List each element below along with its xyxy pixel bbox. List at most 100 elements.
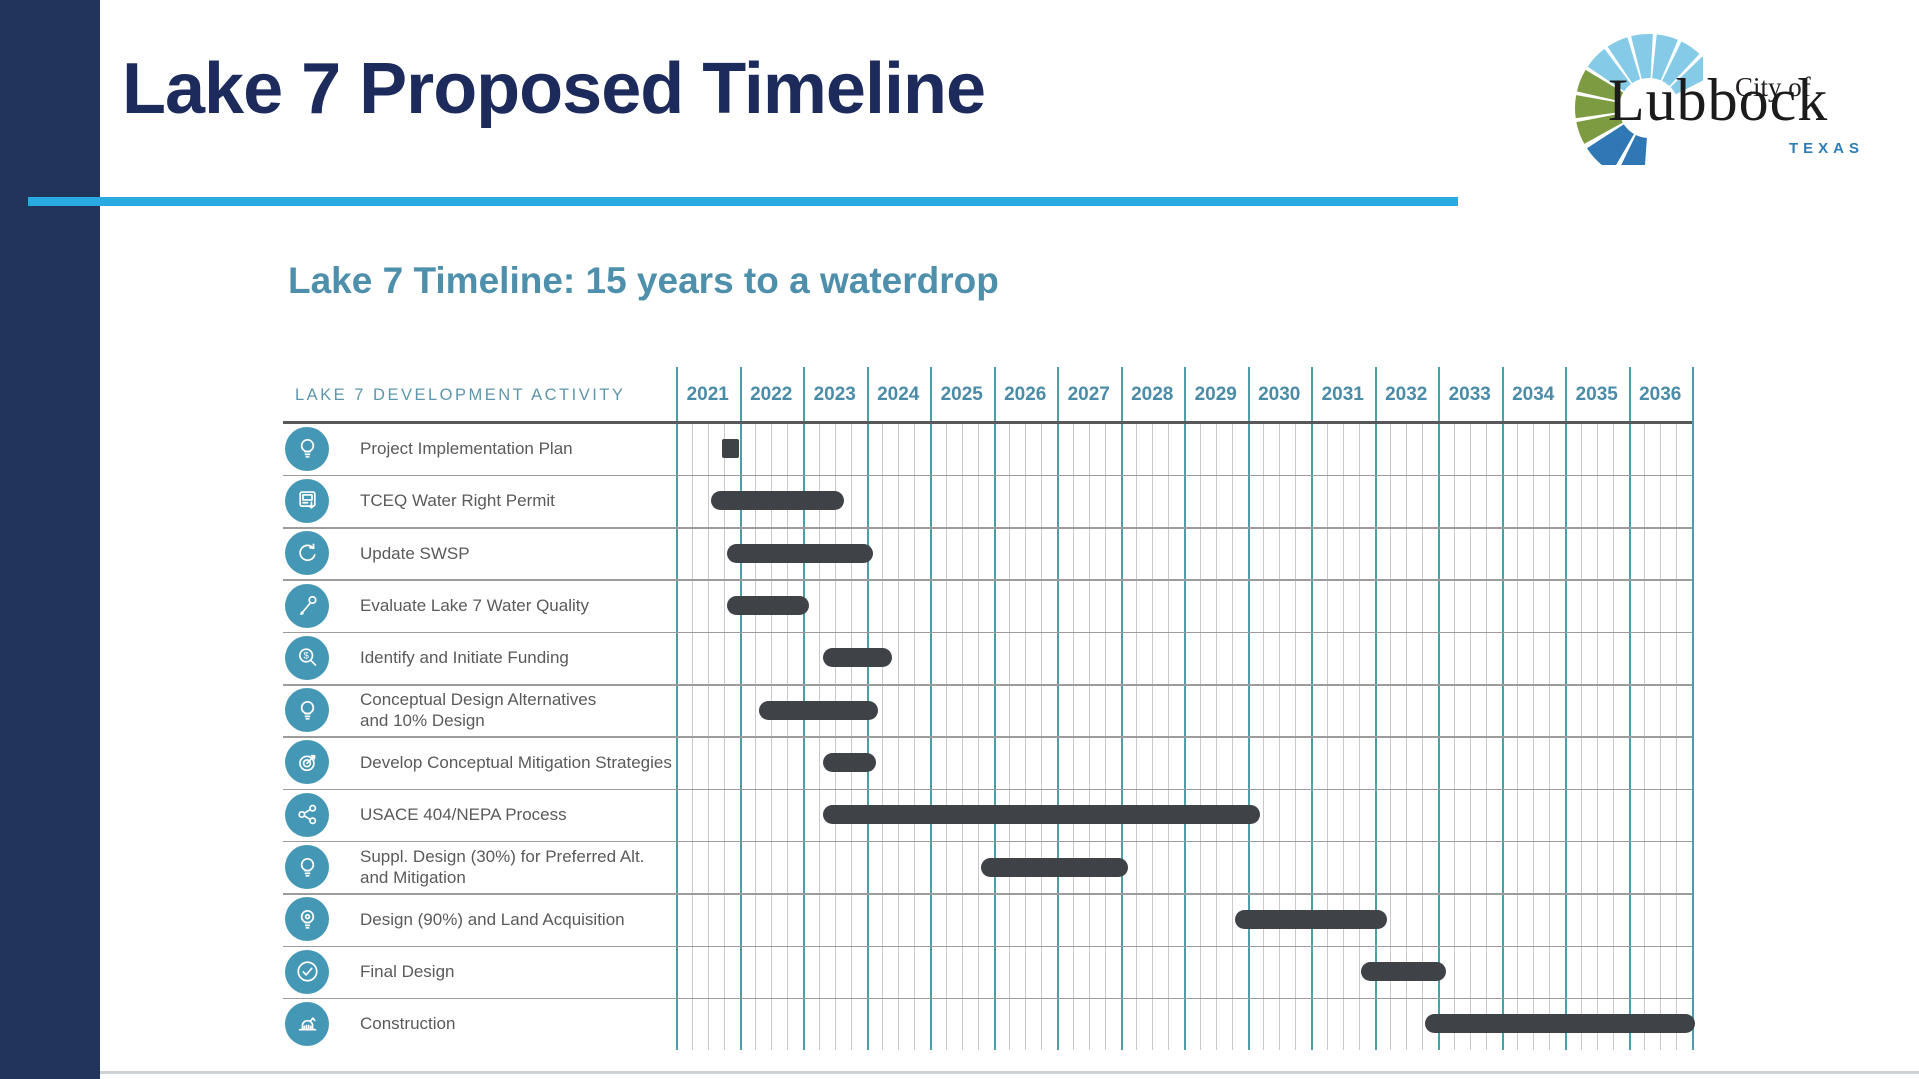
gantt-bar	[721, 439, 740, 459]
fan-ray	[1576, 69, 1624, 102]
gantt-bar	[758, 700, 878, 720]
gantt-row: Project Implementation Plan	[283, 423, 1692, 475]
activity-label-line: Evaluate Lake 7 Water Quality	[360, 596, 589, 616]
activity-label: Develop Conceptual Mitigation Strategies	[360, 736, 672, 788]
fan-ray	[1575, 95, 1620, 119]
activity-label: Suppl. Design (30%) for Preferred Alt. an…	[360, 841, 644, 893]
city-of-lubbock-logo: City of Lubbock TEXAS	[1553, 22, 1913, 180]
year-gridline	[993, 367, 996, 1050]
activity-label-line: Final Design	[360, 962, 455, 982]
year-label: 2022	[750, 384, 793, 405]
activity-label-line: Project Implementation Plan	[360, 439, 573, 459]
gantt-bar	[823, 752, 877, 772]
year-gridline	[739, 367, 742, 1050]
lubbock-fan-icon	[1575, 34, 1703, 165]
year-label: 2027	[1067, 384, 1110, 405]
fan-ray	[1631, 34, 1653, 79]
lightbulb-icon	[285, 688, 329, 733]
year-gridline	[1311, 367, 1313, 1050]
year-gridline	[1057, 367, 1059, 1050]
year-gridline	[1184, 367, 1186, 1050]
title-underline	[28, 197, 1458, 206]
gantt-bar	[710, 491, 845, 511]
refresh-cycle-icon	[285, 531, 329, 576]
fan-ray	[1607, 37, 1641, 84]
row-separator	[283, 579, 1692, 581]
fan-ray	[1662, 41, 1700, 87]
fan-ray	[1576, 113, 1623, 144]
year-gridline	[1565, 367, 1567, 1050]
gantt-row: Final Design	[283, 946, 1692, 998]
activity-label-line: Identify and Initiate Funding	[360, 648, 569, 668]
dam-construction-icon	[285, 1001, 329, 1046]
year-label: 2028	[1131, 384, 1174, 405]
gantt-bar	[1425, 1014, 1696, 1034]
gantt-row: $ Identify and Initiate Funding	[283, 632, 1692, 684]
activity-label-line: and Mitigation	[360, 868, 466, 888]
fan-ray	[1587, 48, 1631, 92]
row-separator	[283, 631, 1692, 634]
year-label: 2031	[1321, 384, 1364, 405]
year-label: 2026	[1004, 384, 1047, 405]
gantt-bar	[823, 805, 1261, 825]
year-gridline	[1120, 367, 1123, 1050]
gantt-row: Construction	[283, 998, 1696, 1050]
logo-texas-text: TEXAS	[1789, 140, 1865, 157]
gantt-row: Develop Conceptual Mitigation Strategies	[283, 736, 1692, 788]
year-gridline	[1438, 367, 1440, 1050]
activity-label-line: Construction	[360, 1014, 456, 1034]
gantt-row: Design (90%) and Land Acquisition	[283, 893, 1692, 945]
row-separator	[283, 893, 1692, 895]
gantt-row: Conceptual Design Alternatives and 10% De…	[283, 684, 1692, 736]
row-separator	[283, 736, 1692, 738]
activity-label: USACE 404/NEPA Process	[360, 789, 567, 841]
gantt-bar	[1234, 909, 1388, 929]
fan-ray	[1670, 56, 1703, 95]
year-gridline	[676, 367, 678, 1050]
share-network-icon	[285, 792, 329, 837]
gantt-row: Evaluate Lake 7 Water Quality	[283, 579, 1692, 631]
svg-text:$: $	[303, 651, 309, 662]
check-circle-icon	[285, 949, 329, 994]
row-separator	[283, 788, 1692, 791]
activity-label: Project Implementation Plan	[360, 423, 573, 475]
fan-ray	[1652, 34, 1678, 81]
row-separator	[283, 945, 1692, 947]
permit-machine-icon	[285, 478, 329, 523]
chart-title: Lake 7 Timeline: 15 years to a waterdrop	[288, 260, 999, 301]
logo-city-of-text: City of	[1735, 72, 1811, 102]
activity-label-line: Develop Conceptual Mitigation Strategies	[360, 752, 672, 772]
gantt-bar	[726, 543, 873, 563]
activity-label: Update SWSP	[360, 527, 470, 579]
page-title: Lake 7 Proposed Timeline	[122, 49, 986, 129]
year-label: 2025	[940, 384, 983, 405]
logo-lubbock-text: Lubbock	[1608, 67, 1829, 133]
activity-label: TCEQ Water Right Permit	[360, 475, 555, 527]
gantt-row: Update SWSP	[283, 527, 1692, 579]
lightbulb-icon	[285, 426, 329, 471]
year-label: 2024	[877, 384, 920, 405]
activity-label-line: Design (90%) and Land Acquisition	[360, 909, 625, 929]
gantt-row: Suppl. Design (30%) for Preferred Alt. an…	[283, 841, 1692, 893]
year-label: 2029	[1194, 384, 1237, 405]
row-separator	[283, 684, 1692, 686]
search-dollar-icon: $	[285, 635, 329, 680]
activity-label: Evaluate Lake 7 Water Quality	[360, 579, 589, 631]
header-separator	[283, 421, 1692, 424]
activity-label-line: Suppl. Design (30%) for Preferred Alt.	[360, 847, 645, 867]
activity-label: Construction	[360, 998, 455, 1050]
fan-ray	[1621, 134, 1647, 165]
gantt-bar	[1360, 962, 1446, 982]
activity-label-line: Update SWSP	[360, 543, 470, 563]
lightbulb-gear-icon	[285, 897, 329, 942]
lightbulb-icon	[285, 845, 329, 890]
activity-label: Design (90%) and Land Acquisition	[360, 893, 625, 945]
year-label: 2030	[1258, 384, 1301, 405]
fan-ray	[1586, 124, 1634, 165]
gantt-row: USACE 404/NEPA Process	[283, 789, 1692, 841]
row-separator	[283, 474, 1692, 477]
year-gridline	[930, 367, 932, 1050]
activity-label-line: TCEQ Water Right Permit	[360, 491, 555, 511]
activity-label: Identify and Initiate Funding	[360, 632, 569, 684]
